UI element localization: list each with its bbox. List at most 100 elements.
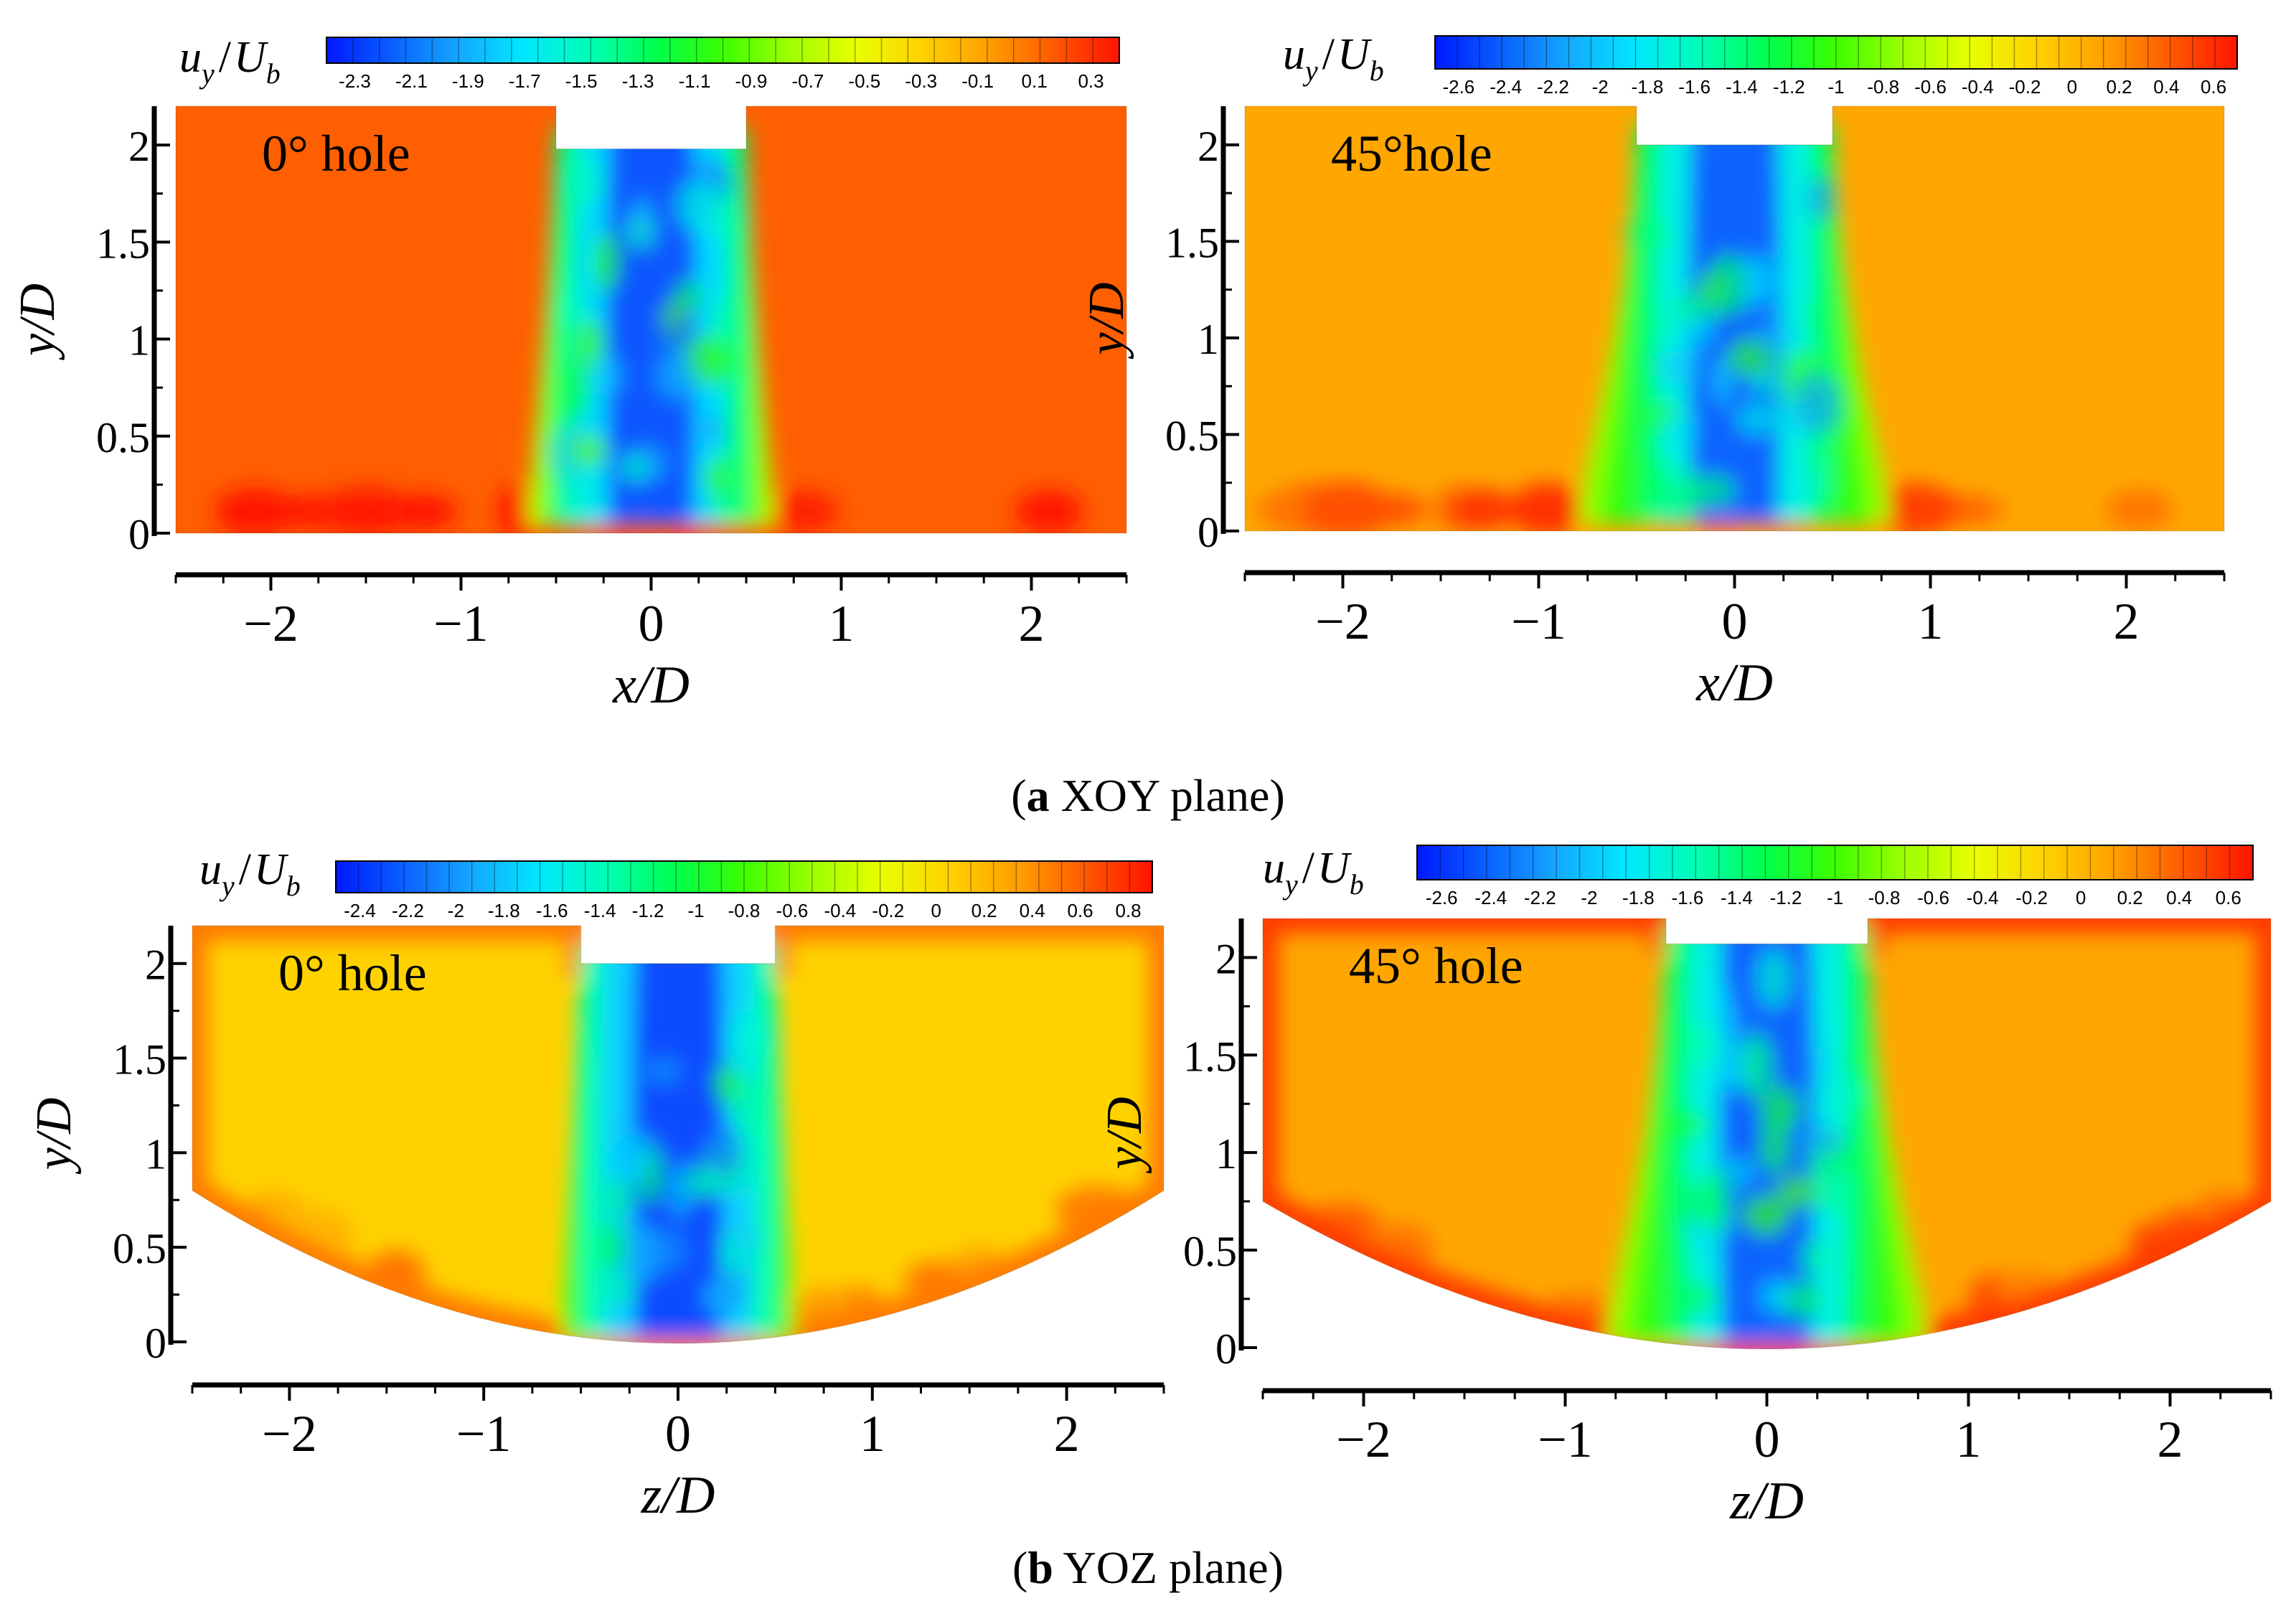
x-tick-label: −1 <box>456 1405 512 1462</box>
turbulent-eddy <box>1673 1180 1716 1223</box>
turbulent-eddy <box>558 155 603 207</box>
colorbar-tick-label: -2.2 <box>1524 887 1556 908</box>
y-tick-label: 2 <box>128 123 150 170</box>
colorbar-label-slash: / <box>1302 844 1315 893</box>
colorbar-label-U: U <box>1317 844 1352 893</box>
y-tick-label: 1.5 <box>1165 219 1219 266</box>
x-tick-label: −1 <box>433 595 489 652</box>
colorbar-tick-label: -2.4 <box>1490 76 1522 98</box>
colorbar-tick-label: -1.2 <box>632 900 664 921</box>
colorbar-tick-label: -1.4 <box>1721 887 1753 908</box>
y-tick-label: 0 <box>145 1320 166 1367</box>
x-tick-label: 2 <box>2158 1411 2183 1468</box>
y-tick-label: 0.5 <box>113 1225 166 1272</box>
colorbar-tick-label: 0.4 <box>2153 76 2179 98</box>
y-tick-label: 1 <box>1198 316 1219 363</box>
colorbar-label-u: u <box>1263 844 1285 893</box>
turbulent-eddy <box>651 1229 689 1272</box>
colorbar-tick-label: -1.6 <box>1678 76 1711 98</box>
colorbar-tick-label: -0.2 <box>2015 887 2048 908</box>
x-tick-label: 0 <box>665 1405 691 1462</box>
colorbar-label: uy/Ub <box>1263 844 1364 901</box>
x-axis-label: x/D <box>1695 654 1773 713</box>
x-tick-label: 2 <box>1019 595 1045 652</box>
caption-a-letter: a <box>1026 770 1050 821</box>
turbulent-eddy <box>1736 403 1778 436</box>
colorbar-label-den-sub: b <box>286 870 301 902</box>
x-tick-label: 2 <box>1054 1405 1080 1462</box>
colorbar-tick-label: -1.2 <box>1770 887 1802 908</box>
contour-field <box>192 926 1164 1344</box>
x-tick-label: 1 <box>860 1405 885 1462</box>
turbulent-eddy <box>676 179 725 232</box>
colorbar-tick-label: -0.3 <box>905 70 937 92</box>
caption-b-letter: b <box>1027 1542 1053 1593</box>
colorbar-tick-label: -0.6 <box>1917 887 1949 908</box>
colorbar-tick-label: -2.2 <box>1537 76 1569 98</box>
turbulent-eddy <box>1707 254 1749 316</box>
colorbar-tick-label: -1.8 <box>488 900 520 921</box>
colorbar-tick-label: -2.4 <box>1474 887 1507 908</box>
contour-field <box>1263 919 2271 1350</box>
colorbar <box>1416 845 2254 880</box>
y-tick-label: 0 <box>1198 509 1219 556</box>
panel-title: 45°hole <box>1331 125 1492 182</box>
wall-band <box>1263 919 2271 1350</box>
turbulent-eddy <box>1661 409 1697 448</box>
x-tick-label: 1 <box>1956 1411 1982 1468</box>
colorbar-tick-label: -0.4 <box>824 900 856 921</box>
turbulent-eddy <box>1807 176 1835 222</box>
turbulent-eddy <box>1711 980 1732 1044</box>
y-tick-label: 2 <box>1215 935 1237 982</box>
colorbar-label-slash: / <box>219 33 232 82</box>
turbulent-eddy <box>619 455 650 482</box>
colorbar-tick-label: -0.7 <box>791 70 824 92</box>
turbulent-eddy <box>570 436 608 466</box>
turbulent-eddy <box>1740 253 1774 309</box>
contour-field <box>1245 106 2224 531</box>
colorbar-tick-label: -2.6 <box>1442 76 1474 98</box>
colorbar-tick-label: 0.2 <box>2117 887 2143 908</box>
turbulent-eddy <box>557 466 602 529</box>
y-tick-label: 1.5 <box>113 1036 166 1084</box>
colorbar-tick-label: 0.4 <box>1020 900 1045 921</box>
colorbar-tick-label: -1.7 <box>509 70 541 92</box>
wall-eddy <box>1302 481 1391 531</box>
x-tick-label: 2 <box>2114 593 2140 650</box>
colorbar-tick-label: -1.9 <box>452 70 484 92</box>
x-tick-label: −1 <box>1538 1411 1593 1468</box>
colorbar-tick-label: 0.8 <box>1115 900 1141 921</box>
colorbar-label: uy/Ub <box>1283 30 1384 87</box>
colorbar-tick-label: -2 <box>448 900 464 921</box>
colorbar-tick-label: 0.2 <box>2107 76 2132 98</box>
colorbar-tick-label: -0.6 <box>1914 76 1947 98</box>
wall-eddy <box>1510 482 1585 531</box>
x-tick-label: 1 <box>829 595 855 652</box>
colorbar-label: uy/Ub <box>199 845 301 902</box>
domain-outline <box>192 925 1165 1344</box>
turbulent-eddy <box>672 1161 690 1218</box>
y-tick-label: 0 <box>128 511 150 558</box>
colorbar-tick-label: 0 <box>931 900 941 921</box>
turbulent-eddy <box>1625 216 1670 251</box>
panel-title: 0° hole <box>262 125 410 182</box>
colorbar-tick-label: -2.6 <box>1426 887 1458 908</box>
turbulent-eddy <box>703 1124 745 1178</box>
x-tick-label: 0 <box>1722 593 1748 650</box>
wall-eddy <box>298 496 367 528</box>
y-axis-label: y/D <box>10 283 65 360</box>
colorbar-label-slash: / <box>239 845 252 894</box>
turbulent-eddy <box>1741 1033 1774 1099</box>
colorbar-label: uy/Ub <box>179 33 281 90</box>
colorbar-tick-label: -0.2 <box>872 900 904 921</box>
colorbar-label-u: u <box>199 845 222 894</box>
colorbar <box>326 37 1120 64</box>
turbulent-eddy <box>563 358 591 418</box>
colorbar-tick-label: 0.3 <box>1078 70 1104 92</box>
turbulent-eddy <box>613 1133 651 1183</box>
colorbar-tick-label: -0.4 <box>1967 887 1999 908</box>
colorbar-label-U: U <box>234 33 269 82</box>
colorbar-tick-label: -2.3 <box>339 70 371 92</box>
panel-title: 0° hole <box>278 944 427 1002</box>
colorbar-tick-label: -1 <box>1827 887 1843 908</box>
